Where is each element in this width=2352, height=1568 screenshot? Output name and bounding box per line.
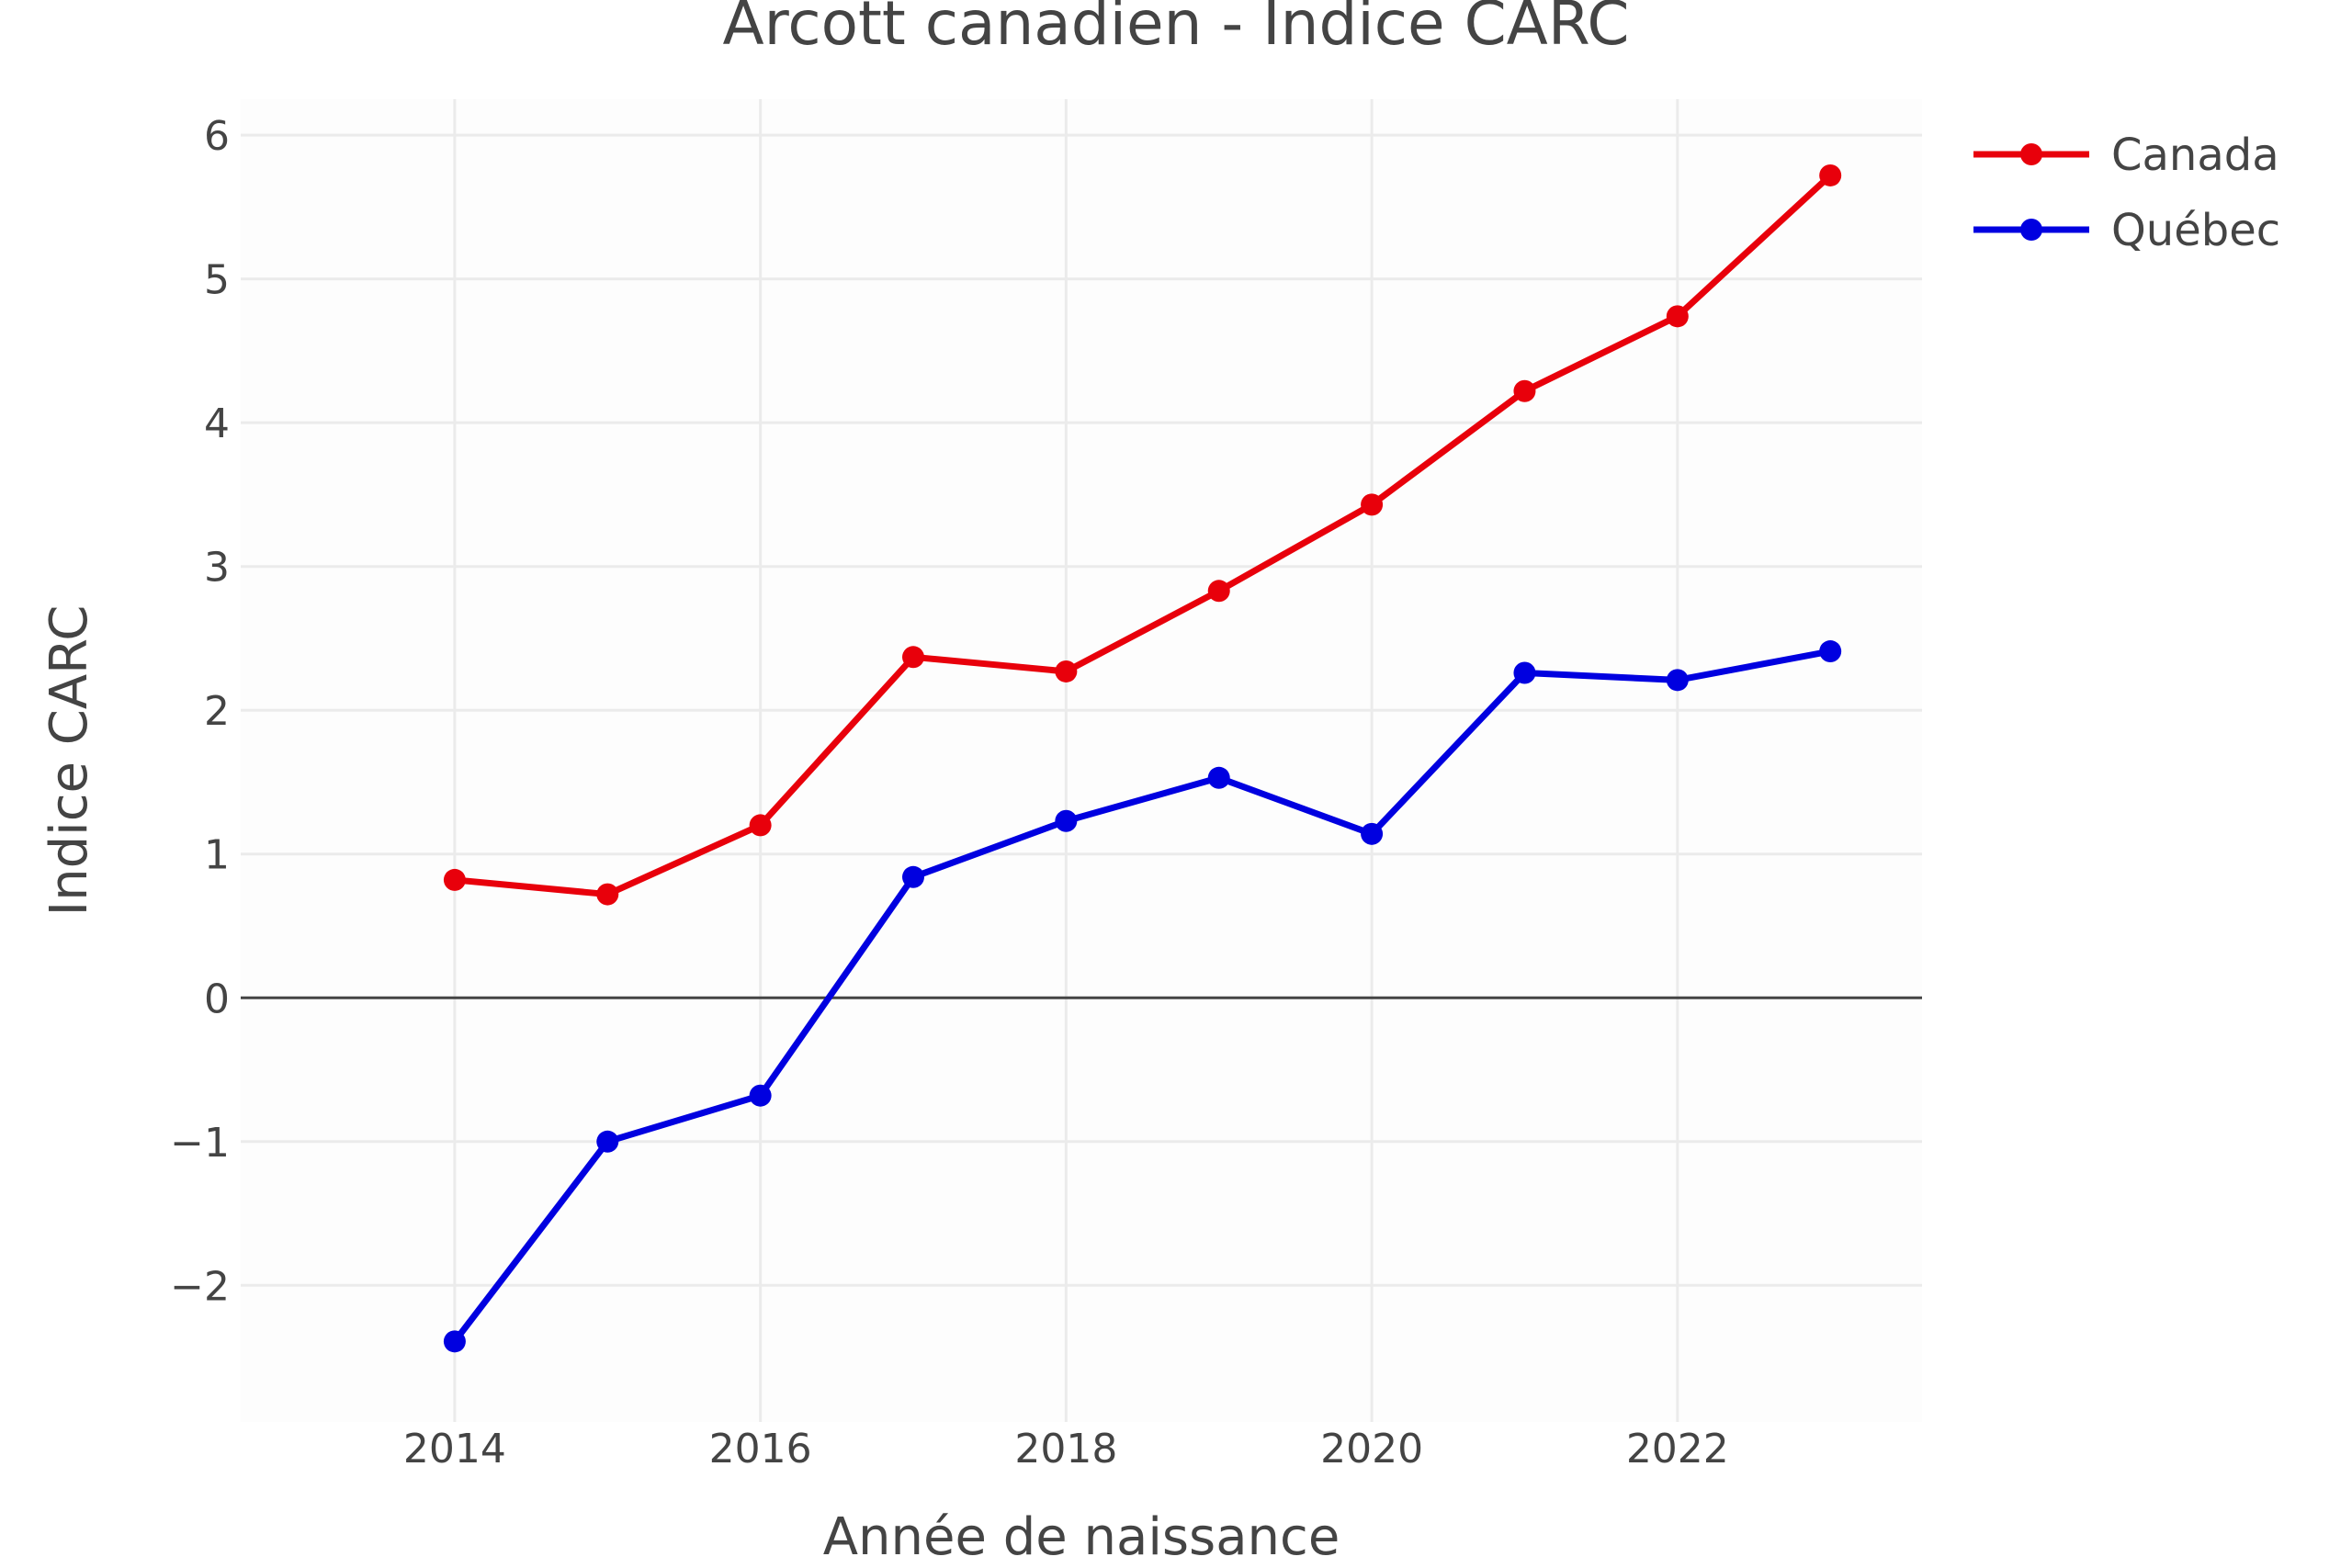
data-point-quebec xyxy=(1513,661,1536,684)
plot-background xyxy=(241,99,1922,1422)
y-tick-label: 4 xyxy=(204,400,230,447)
legend-swatch-marker xyxy=(2020,143,2042,165)
y-tick-label: −2 xyxy=(170,1263,230,1310)
chart-title: Arcott canadien - Indice CARC xyxy=(723,0,1630,59)
series-line-canada xyxy=(451,172,1834,898)
legend-item-quebec[interactable]: Québec xyxy=(1973,205,2280,256)
data-point-canada xyxy=(1819,164,1842,186)
data-point-quebec xyxy=(902,865,924,888)
data-point-quebec xyxy=(1666,669,1689,692)
x-tick-label: 2022 xyxy=(1626,1426,1729,1472)
data-point-quebec xyxy=(443,1330,466,1353)
data-point-quebec xyxy=(1361,822,1384,845)
data-point-quebec xyxy=(749,1084,772,1107)
x-tick-label: 2016 xyxy=(709,1426,812,1472)
y-axis-title: Indice CARC xyxy=(40,605,99,917)
data-point-quebec xyxy=(596,1130,619,1153)
data-point-canada xyxy=(596,883,619,906)
grid-lines xyxy=(241,99,1922,1422)
data-point-canada xyxy=(443,868,466,891)
x-tick-label: 2014 xyxy=(403,1426,506,1472)
y-tick-label: 2 xyxy=(204,688,230,735)
y-tick-label: 6 xyxy=(204,113,230,160)
y-tick-label: 5 xyxy=(204,257,230,304)
series-line-quebec xyxy=(451,648,1834,1345)
data-point-canada xyxy=(902,646,924,669)
data-point-quebec xyxy=(1819,640,1842,663)
data-point-canada xyxy=(1666,305,1689,328)
legend-swatch-marker xyxy=(2020,219,2042,241)
y-tick-labels: −2 −1 0 1 2 3 4 5 6 xyxy=(170,113,230,1310)
data-point-canada xyxy=(1361,493,1384,516)
data-point-canada xyxy=(1207,580,1230,603)
data-point-canada xyxy=(1055,660,1078,682)
x-tick-label: 2020 xyxy=(1320,1426,1423,1472)
legend-label: Canada xyxy=(2111,130,2279,181)
data-point-quebec xyxy=(1055,809,1078,832)
y-tick-label: 3 xyxy=(204,545,230,592)
x-tick-labels: 2014 2016 2018 2020 2022 xyxy=(403,1426,1729,1472)
data-point-canada xyxy=(749,814,772,837)
x-tick-label: 2018 xyxy=(1014,1426,1117,1472)
series-group xyxy=(443,164,1842,1353)
data-point-quebec xyxy=(1207,766,1230,789)
legend-label: Québec xyxy=(2111,205,2280,256)
data-point-canada xyxy=(1513,379,1536,402)
y-tick-label: −1 xyxy=(170,1120,230,1167)
y-tick-label: 0 xyxy=(204,976,230,1022)
legend-item-canada[interactable]: Canada xyxy=(1973,130,2279,181)
x-axis-title: Année de naissance xyxy=(823,1507,1340,1567)
legend: Canada Québec xyxy=(1973,130,2280,256)
y-tick-label: 1 xyxy=(204,832,230,879)
